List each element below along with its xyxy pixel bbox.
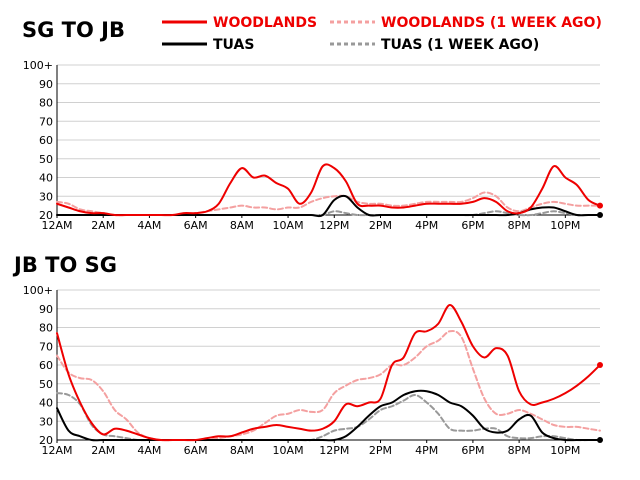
end-marker-tuas bbox=[597, 212, 603, 218]
y-tick-label: 30 bbox=[39, 190, 53, 203]
y-tick-label: 40 bbox=[39, 172, 53, 185]
x-tick-label: 10AM bbox=[273, 219, 304, 232]
x-tick-label: 12AM bbox=[41, 444, 72, 457]
x-tick-label: 8AM bbox=[230, 219, 254, 232]
y-tick-label: 100+ bbox=[23, 284, 53, 297]
y-tick-label: 90 bbox=[39, 78, 53, 91]
x-tick-label: 12PM bbox=[319, 444, 349, 457]
x-tick-label: 6PM bbox=[461, 444, 484, 457]
legend: WOODLANDS WOODLANDS (1 WEEK AGO) TUAS TU… bbox=[162, 15, 602, 53]
legend-label-woodlands: WOODLANDS bbox=[213, 15, 317, 31]
x-tick-label: 2AM bbox=[91, 219, 115, 232]
y-tick-label: 60 bbox=[39, 359, 53, 372]
x-tick-label: 12PM bbox=[319, 219, 349, 232]
x-tick-label: 4PM bbox=[415, 219, 438, 232]
y-tick-label: 20 bbox=[39, 434, 53, 447]
series-line-woodlands bbox=[56, 163, 601, 217]
x-tick-label: 2AM bbox=[91, 444, 115, 457]
x-tick-label: 2PM bbox=[369, 219, 392, 232]
x-tick-label: 8PM bbox=[508, 444, 531, 457]
x-tick-label: 8AM bbox=[230, 444, 254, 457]
series-line-woodlands bbox=[56, 304, 601, 442]
y-tick-label: 60 bbox=[39, 134, 53, 147]
series-line-woodlands-week-ago bbox=[56, 329, 601, 442]
plot-panel-1: 20 30 40 50 60 70 80 90 100+ 12AM 2AM 4AM 6AM 8AM 10AM… bbox=[23, 59, 603, 232]
y-tick-label: 70 bbox=[39, 340, 53, 353]
x-tick-label: 6AM bbox=[184, 219, 208, 232]
plot-panel-2: 20 30 40 50 60 70 80 90 100+ 12AM 2AM 4AM 6AM 8AM 10AM… bbox=[23, 284, 603, 457]
x-tick-label: 12AM bbox=[41, 219, 72, 232]
y-tick-label: 70 bbox=[39, 115, 53, 128]
legend-label-tuas: TUAS bbox=[213, 37, 254, 53]
y-tick-label: 90 bbox=[39, 303, 53, 316]
x-tick-label: 6PM bbox=[461, 219, 484, 232]
end-marker-woodlands bbox=[597, 362, 603, 368]
end-marker-tuas bbox=[597, 437, 603, 443]
y-tick-label: 50 bbox=[39, 378, 53, 391]
x-tick-label: 2PM bbox=[369, 444, 392, 457]
x-tick-label: 10AM bbox=[273, 444, 304, 457]
x-tick-label: 10PM bbox=[550, 444, 580, 457]
end-marker-woodlands bbox=[597, 202, 603, 209]
y-tick-label: 100+ bbox=[23, 59, 53, 72]
y-tick-label: 40 bbox=[39, 397, 53, 410]
x-tick-label: 10PM bbox=[550, 219, 580, 232]
y-tick-label: 80 bbox=[39, 322, 53, 335]
y-tick-label: 30 bbox=[39, 415, 53, 428]
x-tick-label: 4AM bbox=[137, 219, 161, 232]
legend-label-tuas-week-ago: TUAS (1 WEEK AGO) bbox=[381, 37, 539, 53]
x-tick-label: 4PM bbox=[415, 444, 438, 457]
panel-title-sg-to-jb: SG TO JB bbox=[22, 18, 125, 42]
panel-title-jb-to-sg: JB TO SG bbox=[12, 253, 117, 277]
y-tick-label: 20 bbox=[39, 209, 53, 222]
y-tick-label: 80 bbox=[39, 97, 53, 110]
series-line-tuas bbox=[56, 389, 601, 442]
y-tick-label: 50 bbox=[39, 153, 53, 166]
x-tick-label: 6AM bbox=[184, 444, 208, 457]
x-tick-label: 4AM bbox=[137, 444, 161, 457]
legend-label-woodlands-week-ago: WOODLANDS (1 WEEK AGO) bbox=[381, 15, 602, 31]
x-tick-label: 8PM bbox=[508, 219, 531, 232]
